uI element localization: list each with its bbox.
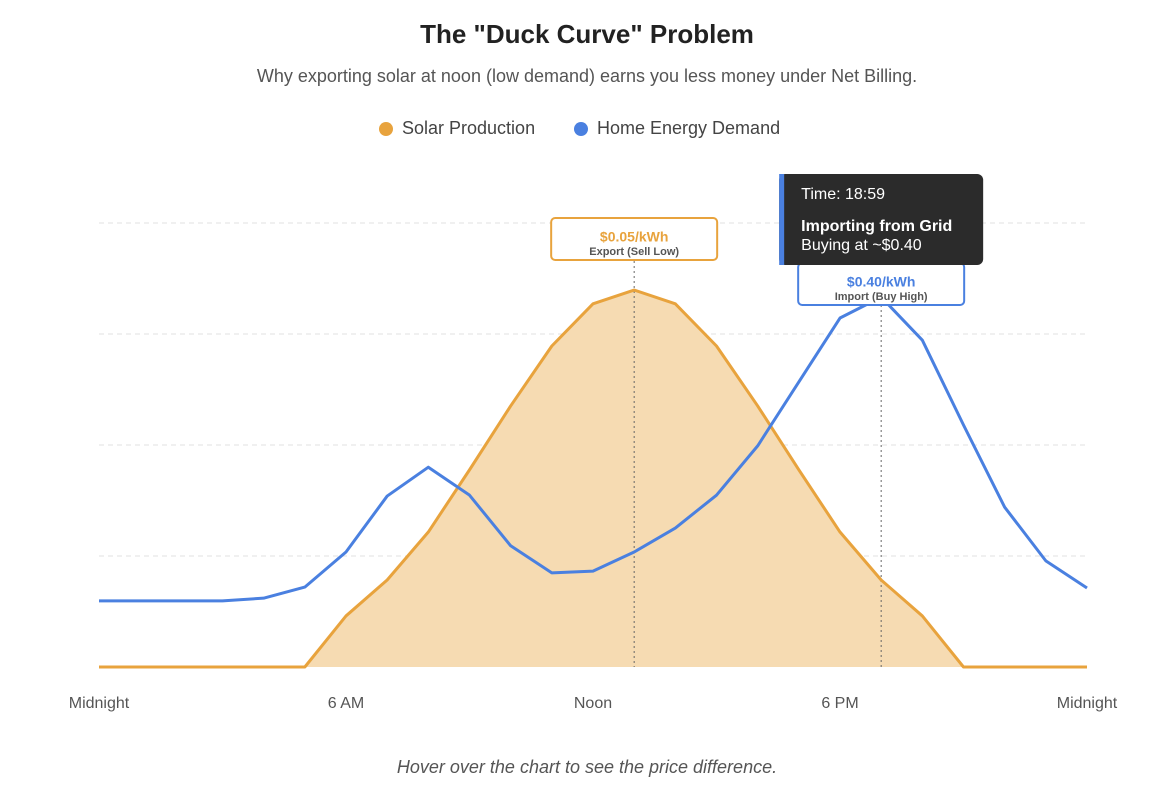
footnote: Hover over the chart to see the price di… — [397, 757, 777, 777]
annotation-price: $0.05/kWh — [600, 229, 668, 245]
line — [99, 288, 1087, 669]
tooltip-title: Importing from Grid — [801, 218, 952, 235]
legend-marker[interactable] — [379, 122, 393, 136]
tooltip-detail: Buying at ~$0.40 — [801, 237, 922, 254]
chart-title: The "Duck Curve" Problem — [420, 19, 754, 49]
x-tick-label: Midnight — [1057, 695, 1118, 712]
annotation-box — [550, 217, 719, 261]
x-tick-label: Midnight — [69, 695, 130, 712]
x-tick-label: Noon — [574, 695, 612, 712]
legend-label[interactable]: Solar Production — [402, 118, 535, 138]
chart-subtitle: Why exporting solar at noon (low demand)… — [257, 66, 917, 86]
area — [99, 290, 1087, 667]
annotation-label: Export (Sell Low) — [589, 246, 679, 258]
x-tick-label: 6 PM — [821, 695, 858, 712]
legend-label[interactable]: Home Energy Demand — [597, 118, 780, 138]
annotation-label: Import (Buy High) — [835, 291, 928, 303]
tooltip: Time: 18:59 Importing from Grid Buying at … — [779, 174, 984, 265]
tooltip-accent — [779, 174, 785, 265]
tooltip-box — [779, 174, 984, 265]
annotation-price: $0.40/kWh — [847, 274, 915, 290]
line — [99, 295, 1088, 603]
legend-marker[interactable] — [574, 122, 588, 136]
x-tick-label: 6 AM — [328, 695, 364, 712]
tooltip-time: Time: 18:59 — [801, 186, 885, 203]
